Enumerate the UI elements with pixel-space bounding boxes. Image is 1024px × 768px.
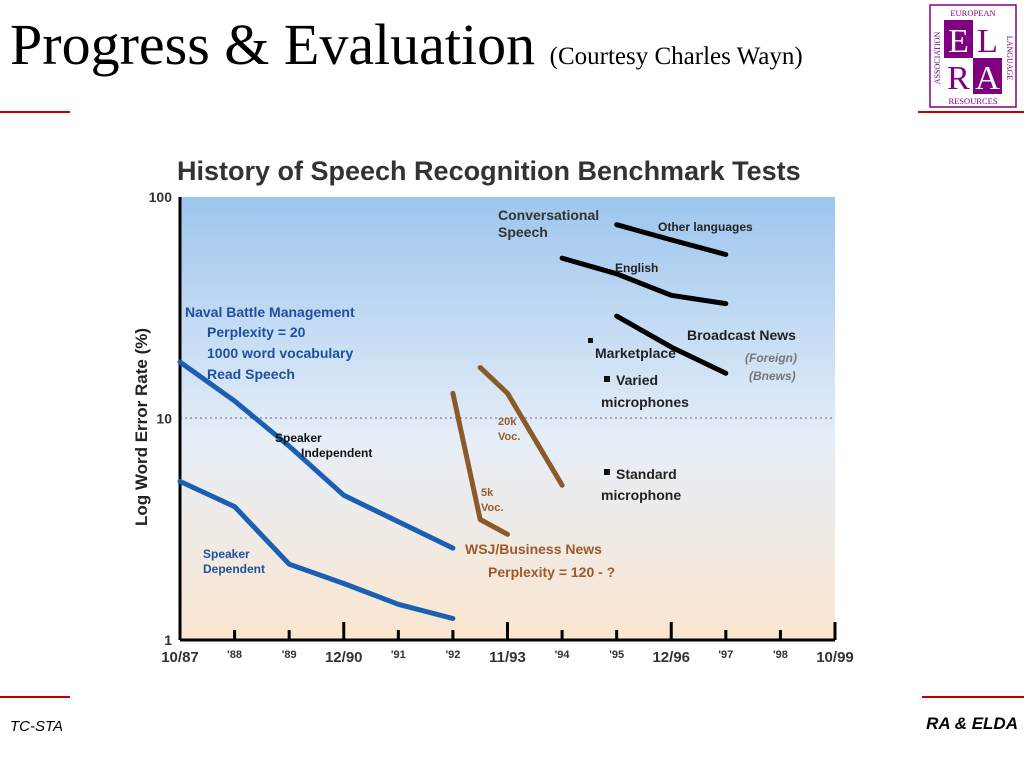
annotation-layer: Naval Battle Management Perplexity = 20 10… xyxy=(185,207,797,580)
x-tick-label: '98 xyxy=(773,649,788,661)
x-tick-label: '97 xyxy=(718,649,733,661)
chart-container: History of Speech Recognition Benchmark … xyxy=(125,140,865,675)
title-rule-left xyxy=(0,111,70,113)
annotation-naval-line: Read Speech xyxy=(207,366,295,382)
y-tick-label: 100 xyxy=(149,189,173,205)
annotation-speaker-independent: Speaker xyxy=(275,431,322,445)
x-tick-label: '94 xyxy=(555,649,571,661)
logo-left-text: ASSOCIATION xyxy=(933,32,942,85)
x-tick-label: 12/96 xyxy=(652,649,690,666)
annotation-foreign: (Foreign) xyxy=(745,351,797,365)
y-tick-label: 1 xyxy=(164,632,172,648)
footer-mask-left xyxy=(70,696,92,746)
logo-letter-a: A xyxy=(975,60,1000,97)
series-layer xyxy=(177,222,729,621)
axes: 100 10 110/87 '88 '89 12/90 '91 '92 11/93 '94 '95 1… xyxy=(149,189,854,666)
annotation-standard-microphone: microphone xyxy=(601,487,681,503)
footer-right: RA & ELDA xyxy=(926,714,1018,733)
title-rule-right xyxy=(918,111,1024,113)
logo-letter-e: E xyxy=(948,23,969,60)
footer-rule-left xyxy=(0,696,70,698)
x-tick-label: '88 xyxy=(227,649,242,661)
logo-block-a xyxy=(973,58,1002,94)
annotation-5k-voc: Voc. xyxy=(481,502,503,514)
x-tick-label: 11/93 xyxy=(489,649,526,666)
series-line xyxy=(559,255,729,307)
annotation-varied: Varied xyxy=(616,372,658,388)
annotation-bnews: (Bnews) xyxy=(749,369,796,383)
annotation-speaker-dependent: Dependent xyxy=(203,562,265,576)
annotation-20k-voc: 20k xyxy=(498,416,517,428)
marketplace-marker xyxy=(588,338,593,343)
annotation-standard: Standard xyxy=(616,466,677,482)
annotation-wsj-title: WSJ/Business News xyxy=(465,541,602,557)
annotation-varied-microphones: microphones xyxy=(601,394,689,410)
x-tick-label: '89 xyxy=(282,649,297,661)
x-tick-label: 10/99 xyxy=(816,649,854,666)
chart-title: History of Speech Recognition Benchmark … xyxy=(177,156,801,186)
series-line xyxy=(614,313,729,376)
x-tick-label: '95 xyxy=(609,649,624,661)
title-main: Progress & Evaluation xyxy=(10,12,536,77)
y-tick-label: 10 xyxy=(156,411,172,427)
title-courtesy: (Courtesy Charles Wayn) xyxy=(549,43,803,70)
series-line xyxy=(177,478,456,621)
logo-letter-l: L xyxy=(977,23,998,60)
annotation-wsj-perplexity: Perplexity = 120 - ? xyxy=(488,564,615,580)
logo-block-e xyxy=(944,20,973,58)
y-axis-label: Log Word Error Rate (%) xyxy=(132,328,151,526)
series-line xyxy=(614,222,729,257)
annotation-naval-title: Naval Battle Management xyxy=(185,304,355,320)
annotation-other-languages: Other languages xyxy=(658,220,753,234)
series-line xyxy=(177,359,456,551)
varied-marker xyxy=(604,376,610,382)
footer-rule-right xyxy=(920,696,1024,698)
annotation-speaker-independent: Independent xyxy=(301,446,372,460)
series-line xyxy=(450,390,510,537)
standard-marker xyxy=(604,469,610,475)
logo-right-text: LANGUAGE xyxy=(1005,36,1014,81)
x-tick-label: '91 xyxy=(391,649,406,661)
series-line xyxy=(477,365,565,488)
slide-title: Progress & Evaluation (Courtesy Charles … xyxy=(10,8,803,94)
x-tick-label: '92 xyxy=(445,649,460,661)
x-tick-label: 12/90 xyxy=(325,649,363,666)
annotation-naval-line: 1000 word vocabulary xyxy=(207,345,354,361)
annotation-conversational: Speech xyxy=(498,224,548,240)
elra-logo: EUROPEAN RESOURCES ASSOCIATION LANGUAGE … xyxy=(929,4,1017,108)
logo-letter-r: R xyxy=(947,60,970,97)
annotation-marketplace: Marketplace xyxy=(595,345,676,361)
logo-top-text: EUROPEAN xyxy=(950,8,995,18)
footer-mask-right xyxy=(894,696,922,746)
annotation-broadcast-news: Broadcast News xyxy=(687,327,796,343)
benchmark-chart: History of Speech Recognition Benchmark … xyxy=(132,156,854,666)
annotation-naval-line: Perplexity = 20 xyxy=(207,324,306,340)
logo-bottom-text: RESOURCES xyxy=(948,96,997,106)
footer-left: TC-STA xyxy=(10,718,64,735)
annotation-speaker-dependent: Speaker xyxy=(203,547,250,561)
annotation-english: English xyxy=(615,261,658,275)
annotation-conversational: Conversational xyxy=(498,207,599,223)
x-tick-label: 10/87 xyxy=(161,649,199,666)
annotation-5k-voc: 5k xyxy=(481,487,494,499)
annotation-20k-voc: Voc. xyxy=(498,431,520,443)
